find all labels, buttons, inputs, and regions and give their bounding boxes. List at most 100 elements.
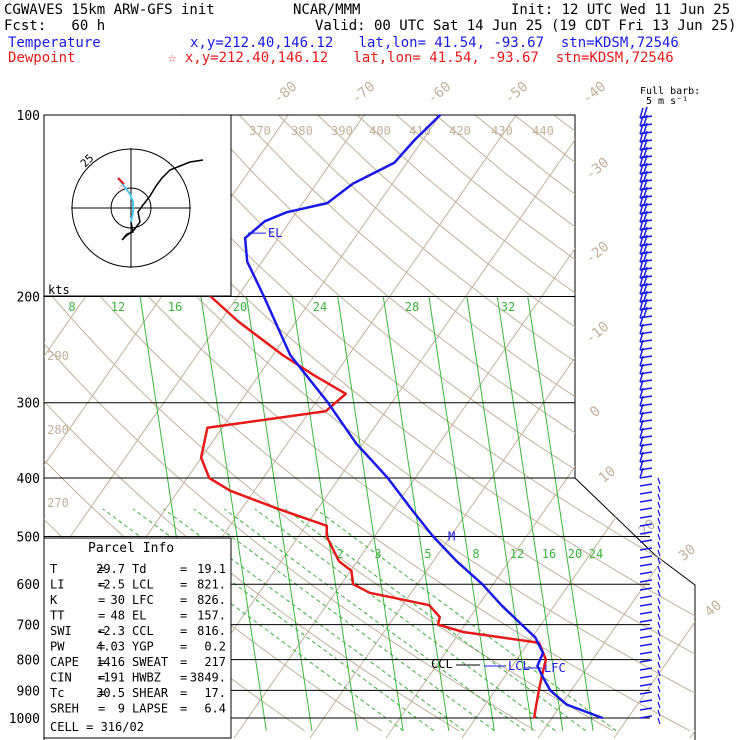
isotherm-label: -10 [583,319,613,348]
dewpoint-profile-point [368,592,371,594]
parcel-value: 821. [197,578,226,592]
wind-barb-icon [639,531,653,535]
wind-barb-icon [657,549,661,557]
theta-label: 430 [491,124,513,138]
mixing-ratio-label: 8 [472,547,479,561]
parcel-key: LAPSE [132,702,168,716]
wind-barb-icon [639,243,644,255]
wind-barb-icon [657,629,661,637]
mixing-ratio-label: 8 [68,300,75,314]
theta-label: 290 [47,349,69,363]
theta-label: 400 [369,124,391,138]
parcel-key: SREH [50,702,79,716]
wind-barb-icon [657,693,661,701]
wind-barb-icon [657,509,661,517]
isotherm-line [44,115,365,739]
valid-time: Valid: 00 UTC Sat 14 Jun 25 (19 CDT Fri … [315,18,737,34]
temperature-profile-point [289,354,292,356]
parcel-value: 19.1 [197,562,226,576]
wind-barb-icon [657,669,661,677]
wind-barb-icon [639,707,653,711]
wind-barb-icon [639,715,653,719]
wind-barb-icon [639,187,644,199]
dry-adiabat-line [317,115,695,732]
wind-barb-icon [657,621,661,629]
parcel-value: 217 [204,655,226,669]
wind-barb-icon [643,146,648,158]
parcel-value: 29.7 [96,562,125,576]
wind-barb-icon [639,619,653,623]
temperature-profile-point [542,677,545,680]
wind-scale-value: 5 m s⁻¹ [646,96,688,107]
dewpoint-profile-point [538,689,540,692]
mixing-ratio-line [246,296,313,731]
moist-adiabat-line [102,508,404,732]
wind-barb-icon [639,171,644,183]
wind-barb-icon [643,210,648,222]
parcel-key: SWI [50,624,72,638]
mixing-ratio-label: 5 [424,547,431,561]
mixing-ratio-line [200,296,267,731]
storm-motion-icon: ☆ [118,182,124,193]
wind-barb-icon [639,539,653,543]
mixing-ratio-label: 24 [589,547,603,561]
temperature-profile-point [263,295,265,298]
el-label: EL [268,226,282,240]
wind-barb-icon [639,435,644,447]
org-label: NCAR/MMM [293,2,361,18]
wind-barb-icon [639,155,644,167]
theta-label: 390 [331,124,353,138]
wind-barb-icon [639,163,644,175]
pressure-tick-label: 300 [17,397,40,412]
wind-barb-icon [639,227,644,239]
parcel-key: LCL [132,578,154,592]
wind-barb-icon [657,597,661,605]
wind-barb-icon [639,475,653,479]
moist-adiabat-line [193,508,495,732]
temperature-profile-point [355,442,357,444]
pressure-tick-label: 600 [17,578,40,593]
wind-barb-icon [643,266,648,278]
wind-barb-icon [643,258,648,270]
pressure-tick-label: 800 [17,654,40,669]
wind-barb-icon [639,459,644,471]
wind-barb-icon [643,290,648,302]
isotherm-label: 10 [596,463,619,486]
parcel-value: 3849. [190,671,226,685]
mixing-ratio-label: 2 [336,547,343,561]
wind-barb-icon [639,107,644,119]
wind-barb-icon [639,499,653,503]
wind-barb-icon [639,387,644,399]
parcel-key: LI [50,578,64,592]
dewpoint-profile-point [535,703,538,706]
temperature-profile-point [393,161,396,164]
wind-barb-icon [639,339,644,351]
hodograph-trace-low [117,177,134,223]
pressure-tick-label: 100 [17,109,40,124]
temperature-profile-point [387,477,389,479]
wind-barb-icon [639,595,653,599]
parcel-key: Tc [50,686,64,700]
temperature-profile [243,114,604,720]
wind-barb-icon [639,203,644,215]
parcel-key: CAPE [50,655,79,669]
dewpoint-legend: Dewpoint [8,50,76,66]
isotherm-label: 30 [676,541,699,564]
dewpoint-profile-point [229,490,232,492]
theta-label: 410 [409,124,431,138]
temperature-profile-point [285,211,288,214]
wind-barb-icon [657,477,661,485]
isotherm-label: -30 [583,155,613,184]
wind-barb-icon [639,691,653,695]
dewpoint-profile-point [345,393,347,395]
temperature-profile-point [410,508,413,510]
pressure-tick-label: 400 [17,472,40,487]
mixing-ratio-line [466,296,533,731]
temperature-profile-point [439,114,442,116]
parcel-key: LFC [132,593,154,607]
wind-barb-icon [639,507,653,511]
parcel-value: 826. [197,593,226,607]
wind-barb-icon [643,170,648,182]
parcel-key: YGP [132,640,154,654]
